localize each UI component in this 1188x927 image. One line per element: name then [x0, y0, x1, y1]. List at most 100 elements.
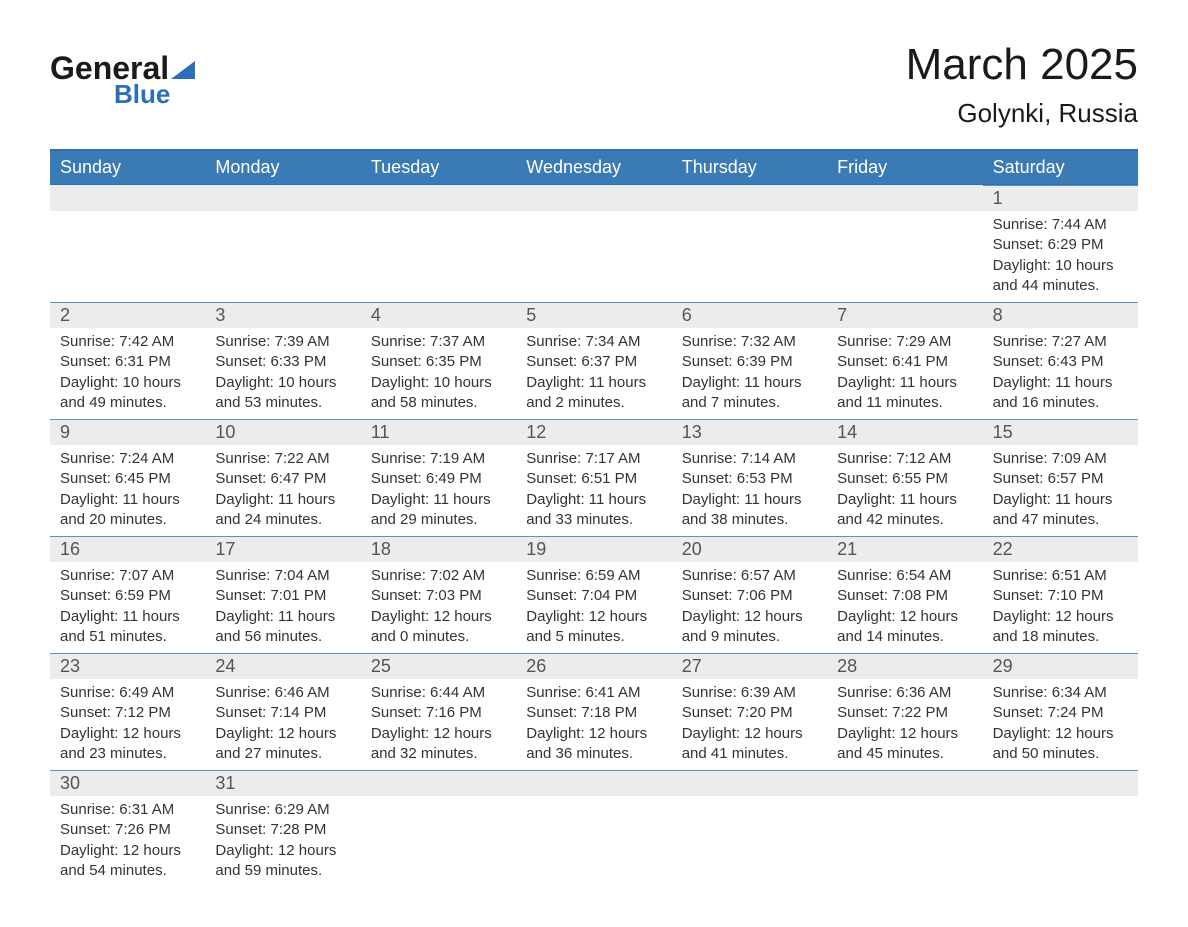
day-d1: Daylight: 12 hours — [993, 607, 1128, 627]
day-d1: Daylight: 11 hours — [837, 373, 972, 393]
day-sr: Sunrise: 7:44 AM — [993, 215, 1128, 235]
day-number: 12 — [516, 419, 671, 445]
day-number: 21 — [827, 536, 982, 562]
day-cell: Sunrise: 7:24 AMSunset: 6:45 PMDaylight:… — [50, 445, 205, 536]
day-d1: Daylight: 12 hours — [215, 724, 350, 744]
day-d2: and 29 minutes. — [371, 510, 506, 530]
day-ss: Sunset: 6:49 PM — [371, 469, 506, 489]
day-d1: Daylight: 12 hours — [837, 607, 972, 627]
day-sr: Sunrise: 7:29 AM — [837, 332, 972, 352]
week-daynum-row: 23242526272829 — [50, 653, 1138, 679]
day-cell: Sunrise: 7:19 AMSunset: 6:49 PMDaylight:… — [361, 445, 516, 536]
day-ss: Sunset: 6:47 PM — [215, 469, 350, 489]
day-d2: and 47 minutes. — [993, 510, 1128, 530]
day-header-friday: Friday — [827, 151, 982, 184]
day-d1: Daylight: 10 hours — [60, 373, 195, 393]
day-cell — [50, 211, 205, 302]
day-d2: and 20 minutes. — [60, 510, 195, 530]
day-ss: Sunset: 7:22 PM — [837, 703, 972, 723]
day-number — [361, 185, 516, 211]
day-number — [672, 770, 827, 796]
day-cell: Sunrise: 6:31 AMSunset: 7:26 PMDaylight:… — [50, 796, 205, 887]
day-number: 29 — [983, 653, 1138, 679]
day-cell: Sunrise: 7:39 AMSunset: 6:33 PMDaylight:… — [205, 328, 360, 419]
day-d2: and 11 minutes. — [837, 393, 972, 413]
day-d1: Daylight: 11 hours — [682, 490, 817, 510]
day-sr: Sunrise: 6:59 AM — [526, 566, 661, 586]
day-sr: Sunrise: 7:17 AM — [526, 449, 661, 469]
logo-triangle-icon — [171, 61, 195, 79]
day-number: 1 — [983, 185, 1138, 211]
day-number: 30 — [50, 770, 205, 796]
day-number: 15 — [983, 419, 1138, 445]
day-d2: and 5 minutes. — [526, 627, 661, 647]
day-number: 9 — [50, 419, 205, 445]
day-cell: Sunrise: 6:34 AMSunset: 7:24 PMDaylight:… — [983, 679, 1138, 770]
day-ss: Sunset: 7:08 PM — [837, 586, 972, 606]
day-ss: Sunset: 6:43 PM — [993, 352, 1128, 372]
day-sr: Sunrise: 6:57 AM — [682, 566, 817, 586]
day-number: 23 — [50, 653, 205, 679]
day-sr: Sunrise: 7:37 AM — [371, 332, 506, 352]
day-cell: Sunrise: 7:07 AMSunset: 6:59 PMDaylight:… — [50, 562, 205, 653]
day-d2: and 36 minutes. — [526, 744, 661, 764]
day-ss: Sunset: 6:53 PM — [682, 469, 817, 489]
day-cell: Sunrise: 6:44 AMSunset: 7:16 PMDaylight:… — [361, 679, 516, 770]
day-cell: Sunrise: 7:42 AMSunset: 6:31 PMDaylight:… — [50, 328, 205, 419]
day-ss: Sunset: 7:12 PM — [60, 703, 195, 723]
day-ss: Sunset: 7:16 PM — [371, 703, 506, 723]
day-sr: Sunrise: 7:32 AM — [682, 332, 817, 352]
day-sr: Sunrise: 6:51 AM — [993, 566, 1128, 586]
day-d2: and 27 minutes. — [215, 744, 350, 764]
day-d1: Daylight: 12 hours — [993, 724, 1128, 744]
day-d2: and 18 minutes. — [993, 627, 1128, 647]
day-d1: Daylight: 11 hours — [60, 490, 195, 510]
day-cell — [827, 796, 982, 887]
day-d1: Daylight: 12 hours — [371, 724, 506, 744]
day-ss: Sunset: 6:45 PM — [60, 469, 195, 489]
day-cell — [672, 211, 827, 302]
day-ss: Sunset: 6:51 PM — [526, 469, 661, 489]
day-d1: Daylight: 10 hours — [215, 373, 350, 393]
day-sr: Sunrise: 6:49 AM — [60, 683, 195, 703]
day-cell: Sunrise: 6:57 AMSunset: 7:06 PMDaylight:… — [672, 562, 827, 653]
day-ss: Sunset: 6:59 PM — [60, 586, 195, 606]
day-cell — [516, 211, 671, 302]
day-ss: Sunset: 7:24 PM — [993, 703, 1128, 723]
day-d2: and 41 minutes. — [682, 744, 817, 764]
day-cell — [827, 211, 982, 302]
day-d1: Daylight: 12 hours — [682, 724, 817, 744]
day-ss: Sunset: 6:37 PM — [526, 352, 661, 372]
day-cell — [361, 796, 516, 887]
day-d2: and 53 minutes. — [215, 393, 350, 413]
day-number — [516, 185, 671, 211]
day-number: 17 — [205, 536, 360, 562]
day-d2: and 38 minutes. — [682, 510, 817, 530]
day-cell: Sunrise: 6:39 AMSunset: 7:20 PMDaylight:… — [672, 679, 827, 770]
day-number — [827, 770, 982, 796]
day-number: 28 — [827, 653, 982, 679]
day-d2: and 42 minutes. — [837, 510, 972, 530]
day-number — [50, 185, 205, 211]
logo-text-blue: Blue — [114, 79, 170, 110]
day-number: 26 — [516, 653, 671, 679]
day-number — [827, 185, 982, 211]
day-sr: Sunrise: 7:24 AM — [60, 449, 195, 469]
day-cell: Sunrise: 7:22 AMSunset: 6:47 PMDaylight:… — [205, 445, 360, 536]
day-d2: and 58 minutes. — [371, 393, 506, 413]
day-number — [672, 185, 827, 211]
day-d1: Daylight: 12 hours — [526, 724, 661, 744]
calendar: Sunday Monday Tuesday Wednesday Thursday… — [50, 149, 1138, 887]
day-sr: Sunrise: 7:34 AM — [526, 332, 661, 352]
day-number: 24 — [205, 653, 360, 679]
day-headers-row: Sunday Monday Tuesday Wednesday Thursday… — [50, 149, 1138, 185]
day-d1: Daylight: 12 hours — [371, 607, 506, 627]
page-header: General Blue March 2025 Golynki, Russia — [50, 40, 1138, 129]
day-number: 22 — [983, 536, 1138, 562]
day-number: 10 — [205, 419, 360, 445]
day-d2: and 51 minutes. — [60, 627, 195, 647]
day-cell: Sunrise: 7:02 AMSunset: 7:03 PMDaylight:… — [361, 562, 516, 653]
day-number: 3 — [205, 302, 360, 328]
day-cell: Sunrise: 7:34 AMSunset: 6:37 PMDaylight:… — [516, 328, 671, 419]
day-number: 2 — [50, 302, 205, 328]
